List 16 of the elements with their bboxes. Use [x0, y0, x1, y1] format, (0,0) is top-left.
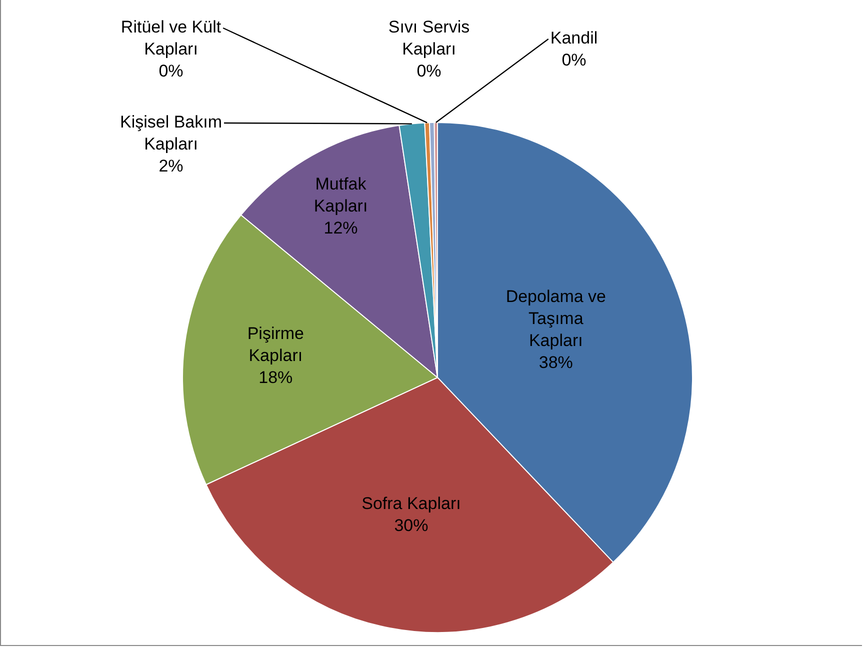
slice-label: Mutfak Kapları [314, 174, 368, 216]
slice-label: Sıvı Servis Kapları [388, 18, 470, 59]
slice-label: Ritüel ve Kült Kapları [120, 18, 222, 59]
data-label: 38% [538, 352, 573, 372]
data-label: 0% [158, 62, 184, 81]
data-label: 0% [562, 50, 586, 70]
slice-label: Kandil [550, 28, 598, 48]
slice-label: Depolama ve Taşıma Kapları [506, 286, 606, 350]
slice-label: Sofra Kapları [362, 494, 461, 513]
data-label: 2% [158, 156, 184, 176]
slice-label: Kişisel Bakım Kapları [120, 112, 222, 154]
data-label: 0% [416, 62, 442, 81]
data-label: 30% [394, 516, 428, 535]
data-label: 18% [258, 368, 293, 388]
data-label: 12% [324, 218, 358, 238]
slice-label: Pişirme Kapları [247, 324, 304, 366]
